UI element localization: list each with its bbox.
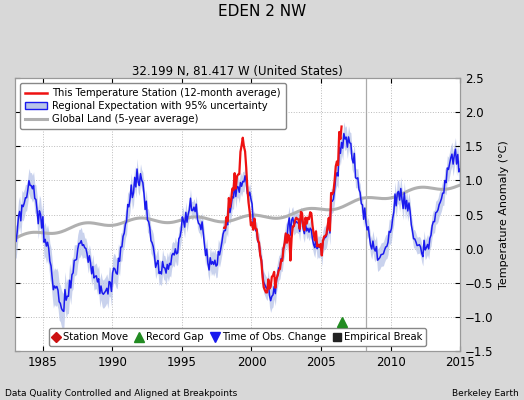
Text: Data Quality Controlled and Aligned at Breakpoints: Data Quality Controlled and Aligned at B…	[5, 389, 237, 398]
Y-axis label: Temperature Anomaly (°C): Temperature Anomaly (°C)	[499, 140, 509, 289]
Legend: Station Move, Record Gap, Time of Obs. Change, Empirical Break: Station Move, Record Gap, Time of Obs. C…	[49, 328, 426, 346]
Text: Berkeley Earth: Berkeley Earth	[452, 389, 519, 398]
Text: EDEN 2 NW: EDEN 2 NW	[218, 4, 306, 19]
Title: 32.199 N, 81.417 W (United States): 32.199 N, 81.417 W (United States)	[132, 65, 343, 78]
